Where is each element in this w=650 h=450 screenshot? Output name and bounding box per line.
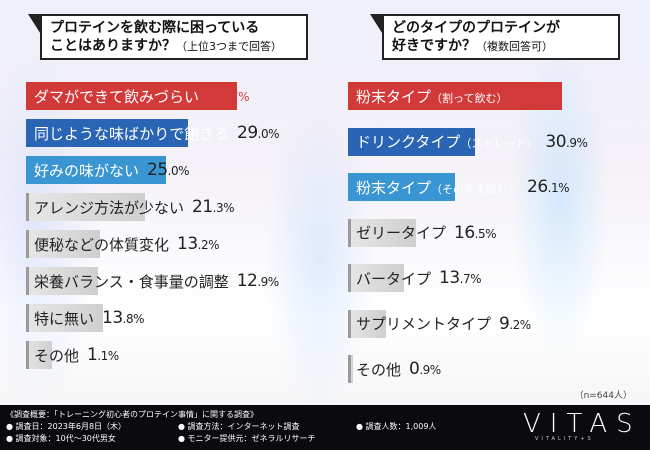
bar-category-label: 栄養バランス・食事量の調整 <box>34 272 229 291</box>
bar-row: バータイプ 13.7% <box>348 264 482 292</box>
bar-value-label: 13.7% <box>439 268 482 288</box>
bar <box>26 267 99 295</box>
bar-row: 粉末タイプ（そのまま飲む） 26.1% <box>348 173 570 201</box>
bar <box>348 82 563 110</box>
bar-value-label: 13.8% <box>102 308 145 328</box>
bar-category-label: バータイプ <box>356 269 432 288</box>
bar-accent-stripe <box>26 267 29 295</box>
right-question-line2: 好きですか？（複数回答可） <box>392 38 553 54</box>
bar-row: 栄養バランス・食事量の調整 12.9% <box>26 267 279 295</box>
bar-row: 好みの味がない 25.0% <box>26 156 190 184</box>
left-question-line1: プロテインを飲む際に困っている <box>50 20 260 36</box>
bar <box>348 127 475 156</box>
left-question-box: プロテインを飲む際に困っている ことはありますか？（上位3つまで回答） <box>28 14 308 60</box>
sample-size-note: （n=644人） <box>574 391 632 401</box>
bar-row: アレンジ方法が少ない 21.3% <box>26 193 235 221</box>
survey-overview: 《調査概要：「トレーニング初心者のプロテイン事情」に関する調査》 <box>6 410 258 419</box>
left-question-line2: ことはありますか？（上位3つまで回答） <box>50 38 282 54</box>
bar-row: 便秘などの体質変化 13.2% <box>26 230 220 258</box>
bar-value-label: 13.2% <box>177 234 220 254</box>
bar-category-label: サプリメントタイプ <box>356 315 492 333</box>
bar <box>26 119 189 147</box>
bar-row: ドリンクタイプ（ストレート） 30.9% <box>348 127 588 156</box>
bar-category-label: アレンジ方法が少ない <box>34 198 185 217</box>
left-question-note: （上位3つまで回答） <box>176 40 282 53</box>
bar-value-label: 12.9% <box>236 271 280 291</box>
bar-value-label: 37.7% <box>207 86 250 106</box>
bar <box>348 218 416 247</box>
bar-category-label: ゼリータイプ <box>356 224 447 242</box>
bar-accent-stripe <box>348 355 351 383</box>
bar-row: サプリメントタイプ 9.2% <box>348 309 531 338</box>
bar-accent-stripe <box>348 218 351 247</box>
right-question-line1: どのタイプのプロテインが <box>392 20 560 36</box>
bar-category-label: 粉末タイプ（割って飲む） <box>356 87 508 106</box>
bar-value-label: 1.1% <box>87 345 119 365</box>
right-question-note: （複数回答可） <box>476 40 553 53</box>
bar <box>348 173 455 201</box>
bar <box>26 156 166 184</box>
right-question-box: どのタイプのプロテインが 好きですか？（複数回答可） <box>370 14 620 60</box>
bar-value-label: 21.3% <box>192 197 235 217</box>
bar <box>26 82 238 110</box>
bar <box>26 193 146 221</box>
survey-provider: ● モニター提供元：ゼネラルリサーチ <box>178 434 316 443</box>
bar-row: 特に無い 13.8% <box>26 304 145 332</box>
bar-accent-stripe <box>26 230 29 258</box>
bar-value-label: 16.5% <box>454 222 497 243</box>
footer: 《調査概要：「トレーニング初心者のプロテイン事情」に関する調査》 ● 調査日：2… <box>0 405 650 450</box>
bar-value-label: 30.9% <box>545 131 588 152</box>
bar-row: その他 0.9% <box>348 355 441 383</box>
bar-value-label: 26.1% <box>527 177 570 197</box>
bar-row: ダマができて飲みづらい 37.7% <box>26 82 250 110</box>
bar-row: ゼリータイプ 16.5% <box>348 218 497 247</box>
survey-date: ● 調査日：2023年6月8日（木） <box>6 422 127 431</box>
bar-row: 粉末タイプ（割って飲む） 52.3% <box>348 82 563 110</box>
bar-category-label: その他 <box>34 346 80 365</box>
bar-accent-stripe <box>348 309 351 338</box>
survey-target: ● 調査対象：10代〜30代男女 <box>6 434 116 443</box>
bar-accent-stripe <box>348 264 351 292</box>
bar-value-label: 25.0% <box>147 160 190 180</box>
bar-value-label: 29.0% <box>237 123 280 143</box>
survey-method: ● 調査方法：インターネット調査 <box>178 422 300 431</box>
bar-category-label: 同じような味ばかりで飽きる <box>34 124 230 143</box>
bar-category-label: 便秘などの体質変化 <box>34 235 170 254</box>
vitas-logo: VITAS VITALITY+S <box>523 409 642 442</box>
bar <box>348 309 386 338</box>
bar-accent-stripe <box>26 304 29 332</box>
bar-value-label: 52.3% <box>515 86 558 106</box>
survey-count: ● 調査人数：1,009人 <box>356 422 437 431</box>
bar-category-label: 粉末タイプ（そのまま飲む） <box>356 178 520 197</box>
bar-row: 同じような味ばかりで飽きる 29.0% <box>26 119 280 147</box>
bar-value-label: 9.2% <box>499 313 531 334</box>
bar-accent-stripe <box>26 341 29 369</box>
bar-value-label: 0.9% <box>409 359 441 379</box>
bar <box>26 341 52 369</box>
bar-category-label: ドリンクタイプ（ストレート） <box>356 133 538 151</box>
bar-accent-stripe <box>26 193 29 221</box>
bar-category-label: 好みの味がない <box>34 161 140 180</box>
bar-row: その他 1.1% <box>26 341 119 369</box>
bar-category-label: ダマができて飲みづらい <box>34 87 200 106</box>
bar <box>348 264 405 292</box>
bar-category-label: その他 <box>356 360 402 379</box>
bar <box>26 304 104 332</box>
bar-category-label: 特に無い <box>34 309 95 328</box>
bar <box>26 230 100 258</box>
